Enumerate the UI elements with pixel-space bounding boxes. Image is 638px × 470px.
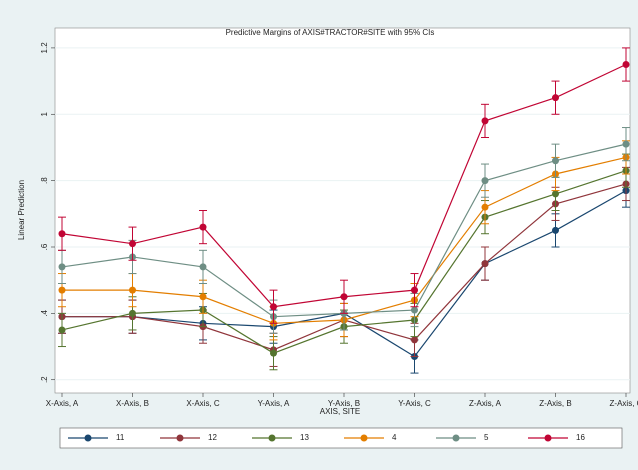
x-tick-label: Z-Axis, C: [610, 399, 638, 408]
y-tick-label: .2: [40, 376, 49, 383]
y-tick-label: 1.2: [40, 42, 49, 54]
chart-title: Predictive Margins of AXIS#TRACTOR#SITE …: [226, 28, 435, 37]
point: [129, 309, 136, 317]
point: [481, 177, 489, 185]
point: [411, 306, 418, 314]
point: [340, 293, 348, 301]
legend-box: [59, 427, 623, 449]
point: [270, 303, 277, 311]
legend-marker: [544, 434, 552, 442]
point: [552, 94, 559, 102]
legend-label: 16: [576, 433, 585, 442]
x-tick-label: Y-Axis, B: [328, 399, 360, 408]
point: [481, 203, 489, 211]
x-axis-title: AXIS, SITE: [320, 407, 360, 416]
x-tick-label: Z-Axis, B: [539, 399, 571, 408]
point: [199, 293, 207, 301]
point: [199, 263, 207, 271]
point: [481, 117, 489, 125]
legend-marker: [360, 434, 368, 442]
x-tick-label: Z-Axis, A: [469, 399, 502, 408]
point: [129, 286, 136, 294]
point: [552, 190, 559, 198]
point: [552, 157, 559, 165]
legend-label: 5: [484, 433, 489, 442]
legend-marker: [84, 434, 92, 442]
point: [622, 61, 630, 68]
x-tick-label: X-Axis, B: [116, 399, 149, 408]
point: [411, 286, 418, 294]
point: [270, 349, 277, 357]
legend-label: 12: [208, 433, 217, 442]
point: [622, 140, 630, 148]
plot-area: [54, 27, 631, 394]
point: [58, 263, 66, 271]
x-tick-label: Y-Axis, A: [258, 399, 290, 408]
point: [411, 336, 418, 344]
x-tick-label: X-Axis, C: [186, 399, 220, 408]
y-tick-label: 1: [40, 111, 49, 116]
legend-marker: [268, 434, 276, 442]
y-tick-label: .6: [40, 243, 49, 250]
legend-marker: [176, 434, 184, 442]
point: [58, 286, 66, 294]
y-tick-label: .4: [40, 309, 49, 316]
legend-label: 4: [392, 433, 397, 442]
legend-label: 13: [300, 433, 309, 442]
point: [58, 230, 66, 238]
y-axis-title: Linear Prediction: [17, 180, 26, 240]
y-tick-label: .8: [40, 177, 49, 184]
legend-label: 11: [116, 433, 125, 442]
point: [199, 223, 207, 231]
x-tick-label: X-Axis, A: [46, 399, 79, 408]
point: [552, 226, 559, 234]
point: [129, 240, 136, 248]
legend-marker: [452, 434, 460, 442]
point: [481, 260, 489, 268]
point: [58, 326, 66, 334]
x-tick-label: Y-Axis, C: [398, 399, 431, 408]
